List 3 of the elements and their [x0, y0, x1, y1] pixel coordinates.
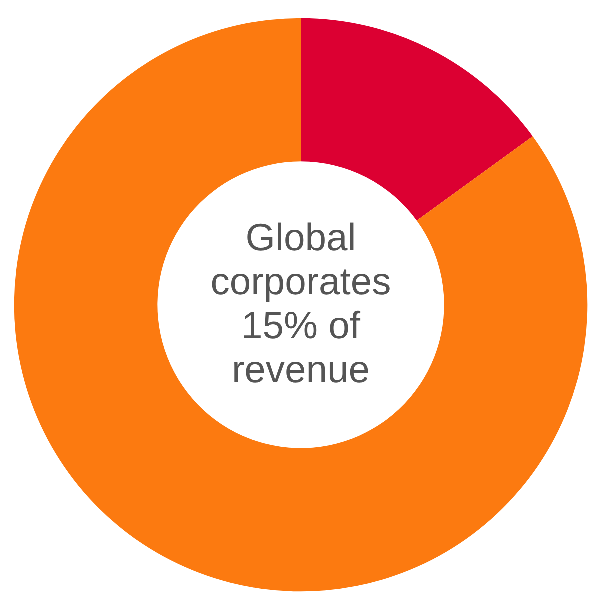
- text: Global corporates 15% of revenue: [210, 216, 392, 392]
- donut-slice: [301, 18, 533, 221]
- donut-slice: [14, 18, 588, 592]
